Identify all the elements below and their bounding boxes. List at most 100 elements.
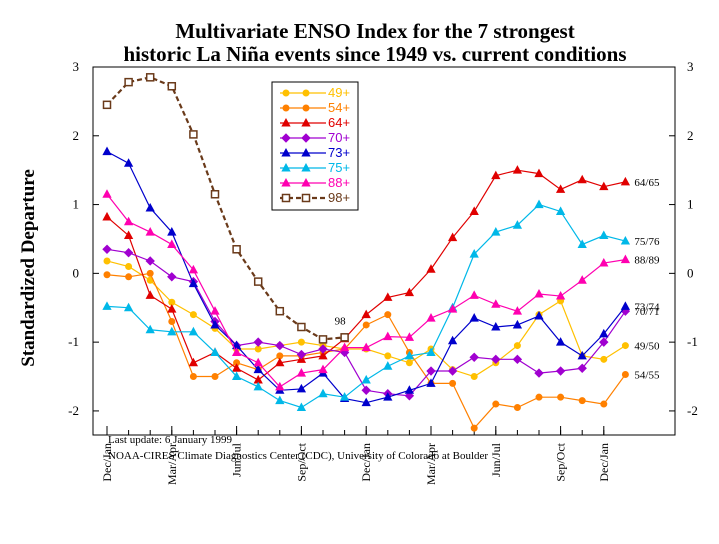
series-98-end-label: 98 xyxy=(335,315,347,327)
series-64-point xyxy=(275,357,285,367)
series-73-end-label: 73/74 xyxy=(634,301,660,313)
y-tick-label-left: 3 xyxy=(73,59,80,74)
series-73-point xyxy=(534,310,544,320)
series-75-point xyxy=(361,374,371,384)
x-tick-label: Jun/Jul xyxy=(230,442,244,477)
series-73 xyxy=(102,146,631,407)
series-88-point xyxy=(426,313,436,322)
series-98-point xyxy=(297,322,306,332)
legend-70-label: 70+ xyxy=(328,130,350,145)
legend-75-label: 75+ xyxy=(328,160,350,175)
series-70-point xyxy=(426,366,436,376)
series-70-point xyxy=(469,352,479,362)
series-75-point xyxy=(404,350,415,360)
y-tick-label-left: 1 xyxy=(73,197,80,212)
series-49-point xyxy=(125,262,133,270)
series-75-point xyxy=(577,239,587,248)
series-88-point xyxy=(577,275,587,284)
series-54-point xyxy=(621,370,629,378)
series-70-point xyxy=(167,272,177,282)
series-88-point xyxy=(555,291,566,300)
series-54-point xyxy=(449,379,457,387)
legend-98-marker-mid xyxy=(301,193,311,203)
series-73-point xyxy=(102,146,112,156)
y-tick-label-right: 0 xyxy=(687,265,694,280)
series-88-point xyxy=(469,290,479,299)
series-88-point xyxy=(210,306,220,315)
series-64-point xyxy=(231,363,242,372)
series-70-point xyxy=(577,363,587,373)
series-73-point xyxy=(188,278,199,288)
series-64-point xyxy=(123,230,134,240)
series-88-point xyxy=(102,189,112,198)
series-64-point xyxy=(404,287,415,297)
series-75-point xyxy=(383,361,393,370)
legend-64-marker-left xyxy=(281,117,291,127)
series-98-point xyxy=(124,77,133,87)
series-70-point xyxy=(555,366,566,376)
series-54-point xyxy=(600,400,608,408)
series-75-point xyxy=(253,381,263,391)
x-tick-label: Dec/Jan xyxy=(100,443,114,482)
series-98-point xyxy=(145,73,155,82)
legend-64-label: 64+ xyxy=(328,115,350,130)
series-98-point xyxy=(275,306,285,316)
y-tick-label-right: 2 xyxy=(687,128,694,143)
series-54-point xyxy=(384,311,392,319)
series-73-point xyxy=(447,335,458,345)
series-73-point xyxy=(404,385,415,394)
series-75-point xyxy=(296,402,307,411)
series-88-point xyxy=(339,342,350,352)
series-75-point xyxy=(620,235,631,245)
series-73-point xyxy=(577,350,587,360)
series-49-end-label: 49/50 xyxy=(634,341,660,353)
series-98-point xyxy=(167,82,177,91)
series-88-point xyxy=(599,257,609,267)
series-75-point xyxy=(339,392,350,401)
series-64-end-label: 64/65 xyxy=(634,177,660,189)
series-70-point xyxy=(534,368,544,378)
series-70-point xyxy=(296,349,307,360)
legend-75-marker-left xyxy=(281,162,291,172)
x-tick-label: Dec/Jan xyxy=(359,443,373,482)
legend-54-label: 54+ xyxy=(328,100,350,115)
series-98-point xyxy=(232,245,241,254)
series-layer xyxy=(102,73,631,432)
y-axis-label: Standardized Departure xyxy=(18,169,39,367)
series-54-point xyxy=(211,373,219,381)
axes-layer: 3 3 2 2 1 1 0 0 -1 -1 -2 -2 Dec/Jan Mar/Apr Jun/Jul Sep… xyxy=(68,59,698,485)
y-tick-label-left: 2 xyxy=(73,128,80,143)
legend-98-label: 98+ xyxy=(328,190,350,205)
series-54-point xyxy=(362,321,370,329)
series-64-point xyxy=(102,211,112,221)
y-tick-label-right: 3 xyxy=(687,59,694,74)
series-88-point xyxy=(512,306,523,315)
series-49-point xyxy=(254,345,262,353)
series-64-point xyxy=(577,174,587,184)
legend-70-marker-mid xyxy=(301,133,311,143)
series-49-point xyxy=(405,359,413,367)
series-88-point xyxy=(296,368,307,377)
series-49-point xyxy=(103,257,111,265)
series-75-point xyxy=(534,199,544,209)
legend-70-marker-left xyxy=(281,133,291,143)
series-75-end-label: 75/76 xyxy=(634,236,660,248)
series-73-point xyxy=(167,227,177,236)
series-73-point xyxy=(599,328,609,338)
legend-75-marker-mid xyxy=(301,162,311,172)
series-64-point xyxy=(599,181,609,191)
series-88-point xyxy=(275,381,285,391)
series-49-point xyxy=(384,352,392,360)
series-73-point xyxy=(469,313,479,322)
series-98-point xyxy=(189,130,198,139)
series-73-point xyxy=(491,321,501,331)
series-88-point xyxy=(534,288,544,298)
series-88-point xyxy=(145,227,155,236)
series-98-point xyxy=(102,100,112,110)
series-64-point xyxy=(361,309,371,319)
legend-49-marker-mid xyxy=(302,89,310,97)
last-update-note: Last update: 6 January 1999 xyxy=(108,434,233,446)
series-98-point xyxy=(340,333,349,342)
